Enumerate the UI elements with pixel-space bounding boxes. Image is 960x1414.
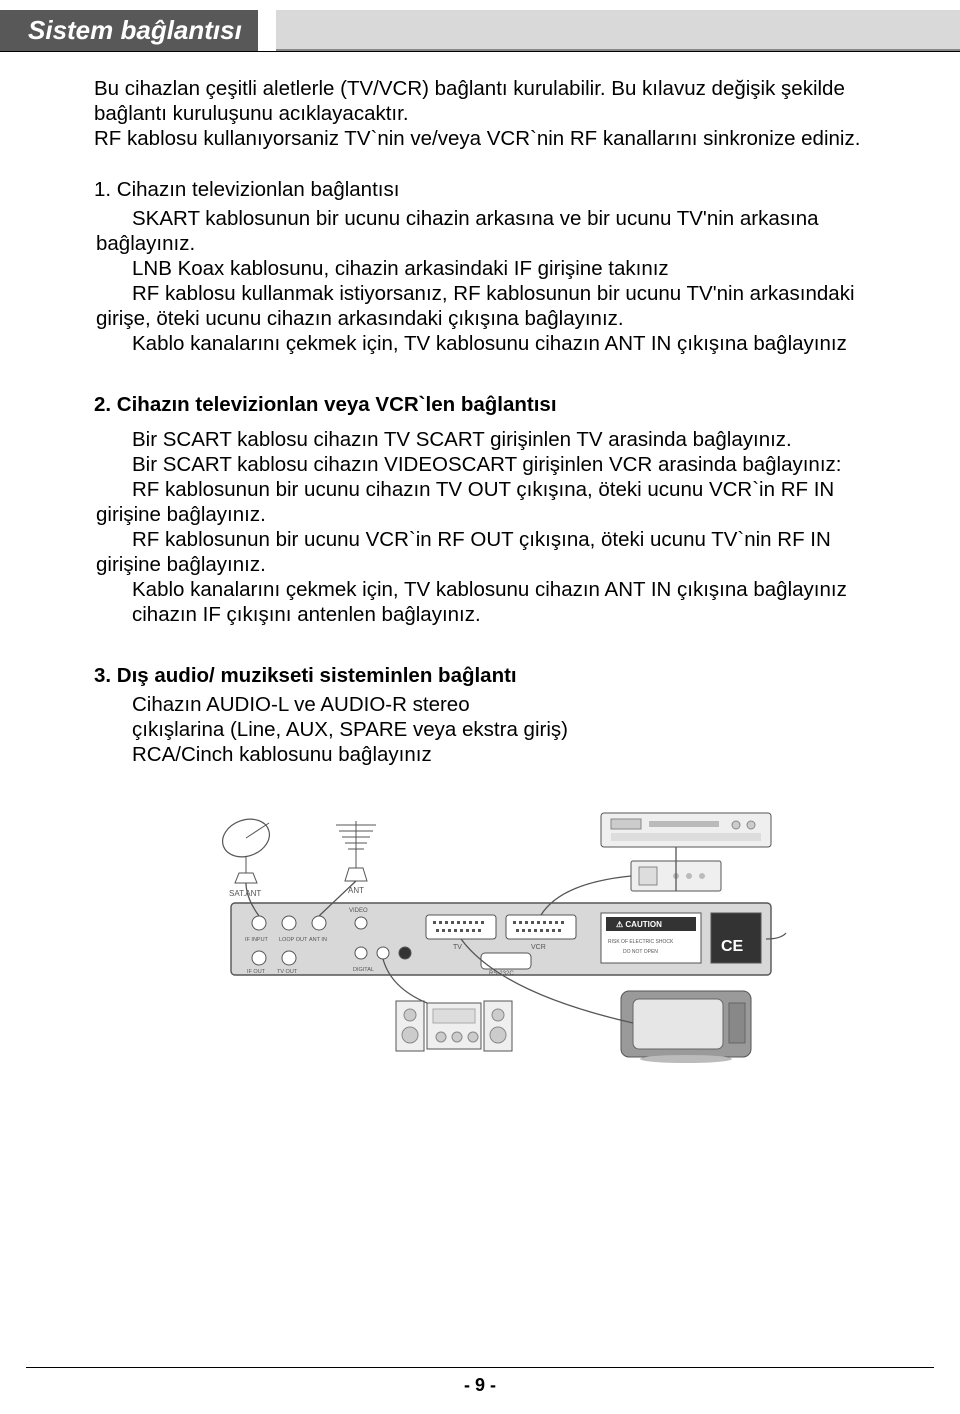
section-2-body: Bir SCART kablosu cihazın TV SCART giriş… bbox=[94, 427, 898, 627]
section-1: 1. Cihazın televizionlan baĝlantısı SKAR… bbox=[94, 177, 898, 356]
ant-label: ANT bbox=[348, 886, 364, 895]
section-2-line-1: Bir SCART kablosu cihazın TV SCART giriş… bbox=[96, 427, 898, 452]
caution-line2: RISK OF ELECTRIC SHOCK bbox=[608, 939, 674, 945]
satant-label: SAT.ANT bbox=[229, 889, 261, 898]
section-1-line-1: SKART kablosunun bir ucunu cihazin arkas… bbox=[96, 206, 898, 256]
section-2-title: 2. Cihazın televizionlan veya VCR`len ba… bbox=[94, 392, 898, 417]
ifout2-label: IF OUT bbox=[247, 969, 266, 975]
tv-icon bbox=[621, 991, 751, 1063]
footer-rule bbox=[26, 1367, 934, 1368]
header-gap bbox=[258, 10, 276, 51]
hifi-icon bbox=[396, 1001, 512, 1051]
digital-label: DIGITAL bbox=[353, 967, 374, 973]
antin-label: ANT IN bbox=[309, 937, 327, 943]
tvout-label: TV OUT bbox=[277, 969, 298, 975]
section-2-line-4: RF kablosunun bir ucunu VCR`in RF OUT çı… bbox=[96, 527, 898, 577]
page-number: - 9 - bbox=[0, 1375, 960, 1396]
vcr-device-icon bbox=[601, 813, 771, 847]
header-bar: Sistem baĝlantısı bbox=[0, 10, 960, 52]
content-area: Bu cihazlan çeşitli aletlerle (TV/VCR) b… bbox=[0, 52, 960, 1063]
section-1-line-3: RF kablosu kullanmak istiyorsanız, RF ka… bbox=[96, 281, 898, 331]
section-3-line-3: RCA/Cinch kablosunu baĝlayınız bbox=[132, 742, 898, 767]
section-1-title: 1. Cihazın televizionlan baĝlantısı bbox=[94, 177, 898, 202]
section-3-line-2: çıkışlarina (Line, AUX, SPARE veya ekstr… bbox=[132, 717, 898, 742]
section-3-line-1: Cihazın AUDIO-L ve AUDIO-R stereo bbox=[132, 692, 898, 717]
connection-diagram: SAT.ANT ANT bbox=[201, 803, 791, 1063]
ifout-label: LOOP OUT bbox=[279, 937, 308, 943]
ce-mark: CE bbox=[721, 938, 744, 955]
section-3: 3. Dış audio/ muzikseti sisteminlen baĝl… bbox=[94, 663, 898, 767]
header-stripe bbox=[276, 10, 960, 51]
section-3-title: 3. Dış audio/ muzikseti sisteminlen baĝl… bbox=[94, 663, 898, 688]
intro-paragraph: Bu cihazlan çeşitli aletlerle (TV/VCR) b… bbox=[94, 76, 898, 151]
section-2-line-2: Bir SCART kablosu cihazın VIDEOSCART gir… bbox=[96, 452, 898, 477]
satellite-dish-icon bbox=[217, 813, 274, 883]
video-label: VIDEO bbox=[349, 908, 368, 914]
antenna-icon bbox=[336, 821, 376, 881]
caution-line3: DO NOT OPEN bbox=[623, 949, 658, 955]
receiver-panel: IF INPUT LOOP OUT ANT IN IF OUT TV OUT V… bbox=[231, 903, 771, 977]
page-title: Sistem baĝlantısı bbox=[0, 10, 258, 51]
scart-tv-label: TV bbox=[453, 944, 462, 951]
section-2-line-3: RF kablosunun bir ucunu cihazın TV OUT ç… bbox=[96, 477, 898, 527]
intro-line-2: RF kablosu kullanıyorsaniz TV`nin ve/vey… bbox=[94, 126, 898, 151]
intro-line-1: Bu cihazlan çeşitli aletlerle (TV/VCR) b… bbox=[94, 76, 898, 126]
section-1-body: SKART kablosunun bir ucunu cihazin arkas… bbox=[94, 206, 898, 356]
section-2-line-5: Kablo kanalarını çekmek için, TV kablosu… bbox=[96, 577, 898, 602]
section-3-body: Cihazın AUDIO-L ve AUDIO-R stereo çıkışl… bbox=[94, 692, 898, 767]
caution-label: ⚠ CAUTION bbox=[616, 920, 662, 929]
ifinput-label: IF INPUT bbox=[245, 937, 269, 943]
section-1-line-2: LNB Koax kablosunu, cihazin arkasindaki … bbox=[96, 256, 898, 281]
section-2-line-6: cihazın IF çıkışını antenlen baĝlayınız. bbox=[96, 602, 898, 627]
section-2: 2. Cihazın televizionlan veya VCR`len ba… bbox=[94, 392, 898, 627]
section-1-line-4: Kablo kanalarını çekmek için, TV kablosu… bbox=[96, 331, 898, 356]
scart-vcr-label: VCR bbox=[531, 944, 546, 951]
